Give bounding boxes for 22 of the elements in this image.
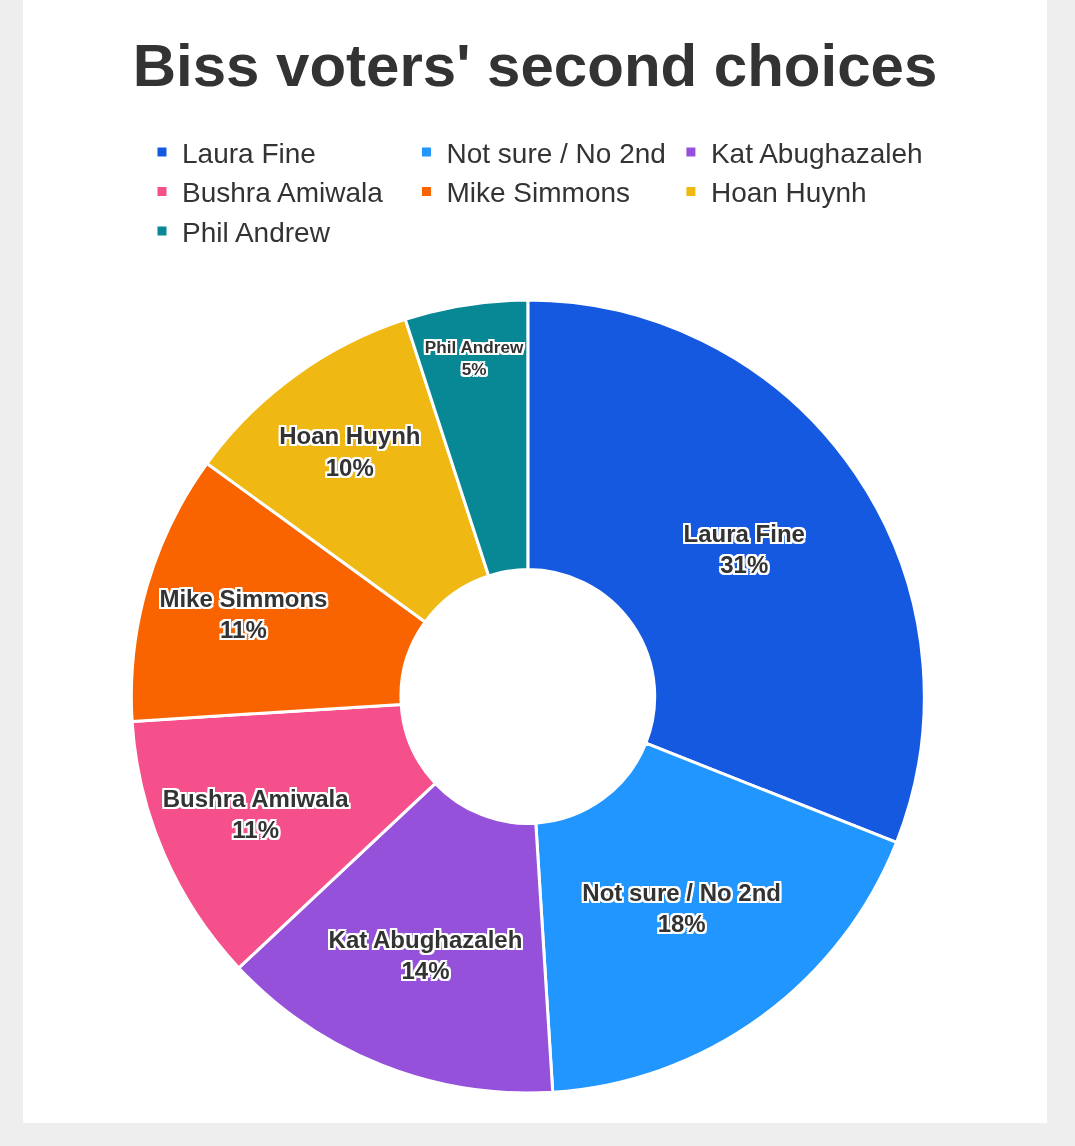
data-label: 31%	[720, 551, 769, 579]
legend-label: Phil Andrew	[182, 216, 331, 248]
legend-label: Mike Simmons	[446, 177, 631, 209]
legend-label: Bushra Amiwala	[182, 177, 384, 209]
data-label: 11%	[232, 816, 280, 844]
slice-label: Not sure / No 2nd	[582, 879, 781, 907]
legend-label: Hoan Huynh	[710, 177, 867, 209]
data-label: 5%	[461, 359, 487, 380]
slice-label: Mike Simmons	[159, 584, 328, 612]
legend-label: Not sure / No 2nd	[446, 138, 666, 170]
legend-label: Laura Fine	[182, 138, 316, 170]
data-label: 10%	[325, 453, 374, 481]
slice-label: Kat Abughazaleh	[328, 925, 523, 953]
data-label: 14%	[401, 957, 450, 985]
data-label: 18%	[657, 910, 706, 938]
slice-label: Phil Andrew	[424, 336, 524, 357]
data-label: 11%	[220, 615, 267, 643]
chart-title: Biss voters' second choices	[132, 32, 938, 100]
slice-label: Bushra Amiwala	[162, 785, 350, 813]
legend-label: Kat Abughazaleh	[710, 138, 923, 170]
slice-label: Hoan Huynh	[279, 422, 421, 450]
slice-label: Laura Fine	[683, 520, 805, 548]
